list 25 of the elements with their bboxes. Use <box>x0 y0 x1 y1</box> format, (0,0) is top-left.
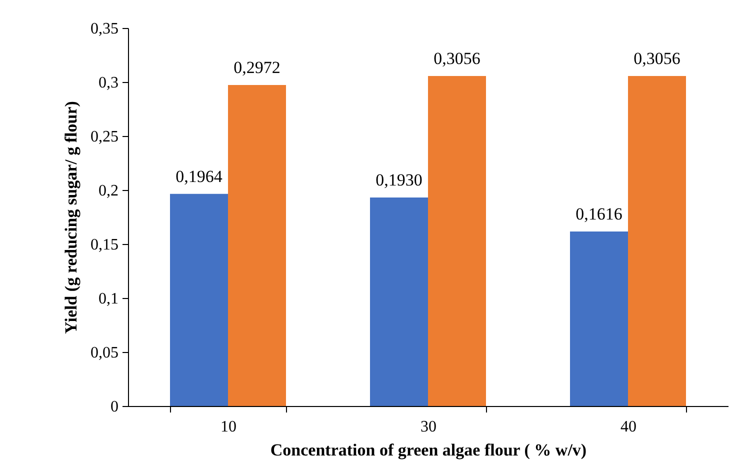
y-tick-label: 0,2 <box>98 182 118 200</box>
x-axis-title: Concentration of green algae flour ( % w/v) <box>270 440 587 460</box>
data-label: 0,3056 <box>434 48 480 68</box>
y-tick-label: 0,15 <box>90 236 118 254</box>
data-label: 0,3056 <box>634 48 680 68</box>
y-tick-label: 0 <box>110 398 118 416</box>
y-tick-label: 0,25 <box>90 128 118 146</box>
bar <box>570 231 628 406</box>
y-tick-label: 0,1 <box>98 290 118 308</box>
x-tick-label: 30 <box>420 418 436 436</box>
x-tick-label: 10 <box>220 418 236 436</box>
data-label: 0,1964 <box>176 166 223 186</box>
y-tick-label: 0,3 <box>98 74 118 92</box>
bar <box>228 85 286 406</box>
data-label: 0,2972 <box>234 58 280 78</box>
bar <box>370 198 428 406</box>
y-axis-title: Yield (g reducing sugar/ g flour) <box>62 101 80 334</box>
x-tick-label: 40 <box>620 418 636 436</box>
data-label: 0,1930 <box>376 170 422 190</box>
bar <box>628 76 686 406</box>
bar <box>170 194 228 406</box>
y-tick-label: 0,05 <box>90 344 118 362</box>
data-label: 0,1616 <box>576 204 622 224</box>
y-tick-label: 0,35 <box>90 20 118 38</box>
bar <box>428 76 486 406</box>
